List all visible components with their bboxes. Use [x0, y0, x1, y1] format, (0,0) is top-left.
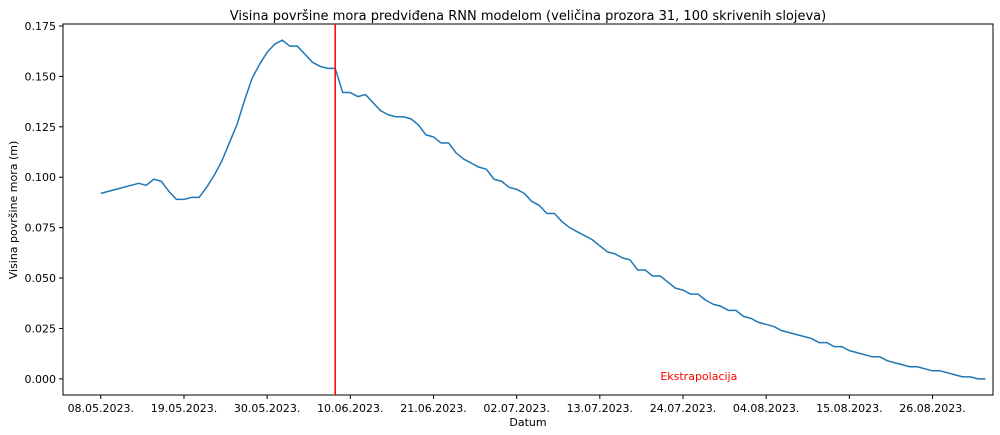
- y-tick-label: 0.175: [25, 20, 57, 33]
- x-tick-label: 21.06.2023.: [400, 402, 466, 415]
- extrapolation-annotation: Ekstrapolacija: [660, 370, 737, 383]
- x-tick-label: 15.08.2023.: [816, 402, 882, 415]
- x-tick-label: 04.08.2023.: [733, 402, 799, 415]
- series-line: [100, 39, 986, 380]
- chart-title: Visina površine mora predviđena RNN mode…: [230, 9, 826, 24]
- x-tick-label: 10.06.2023.: [317, 402, 383, 415]
- y-tick-label: 0.025: [25, 322, 57, 335]
- x-tick-label: 30.05.2023.: [234, 402, 300, 415]
- y-tick-label: 0.050: [25, 272, 57, 285]
- y-tick-label: 0.000: [25, 373, 57, 386]
- x-tick-label: 24.07.2023.: [650, 402, 716, 415]
- x-tick-label: 26.08.2023.: [899, 402, 965, 415]
- x-tick-label: 02.07.2023.: [483, 402, 549, 415]
- x-tick-label: 08.05.2023.: [68, 402, 134, 415]
- y-tick-label: 0.125: [25, 121, 57, 134]
- y-axis-label: Visina površine mora (m): [7, 141, 20, 280]
- x-tick-label: 19.05.2023.: [151, 402, 217, 415]
- y-tick-label: 0.150: [25, 70, 57, 83]
- x-axis-label: Datum: [509, 416, 546, 429]
- y-tick-label: 0.100: [25, 171, 57, 184]
- x-axis: 08.05.2023. 19.05.2023. 30.05.2023. 10.06.2…: [68, 395, 966, 415]
- y-tick-label: 0.075: [25, 222, 57, 235]
- x-tick-label: 13.07.2023.: [567, 402, 633, 415]
- y-axis: 0.000 0.025 0.050 0.075 0.100 0.125 0.150 0.175: [25, 20, 63, 386]
- series-layer: [100, 39, 986, 380]
- plot-area: [62, 23, 994, 396]
